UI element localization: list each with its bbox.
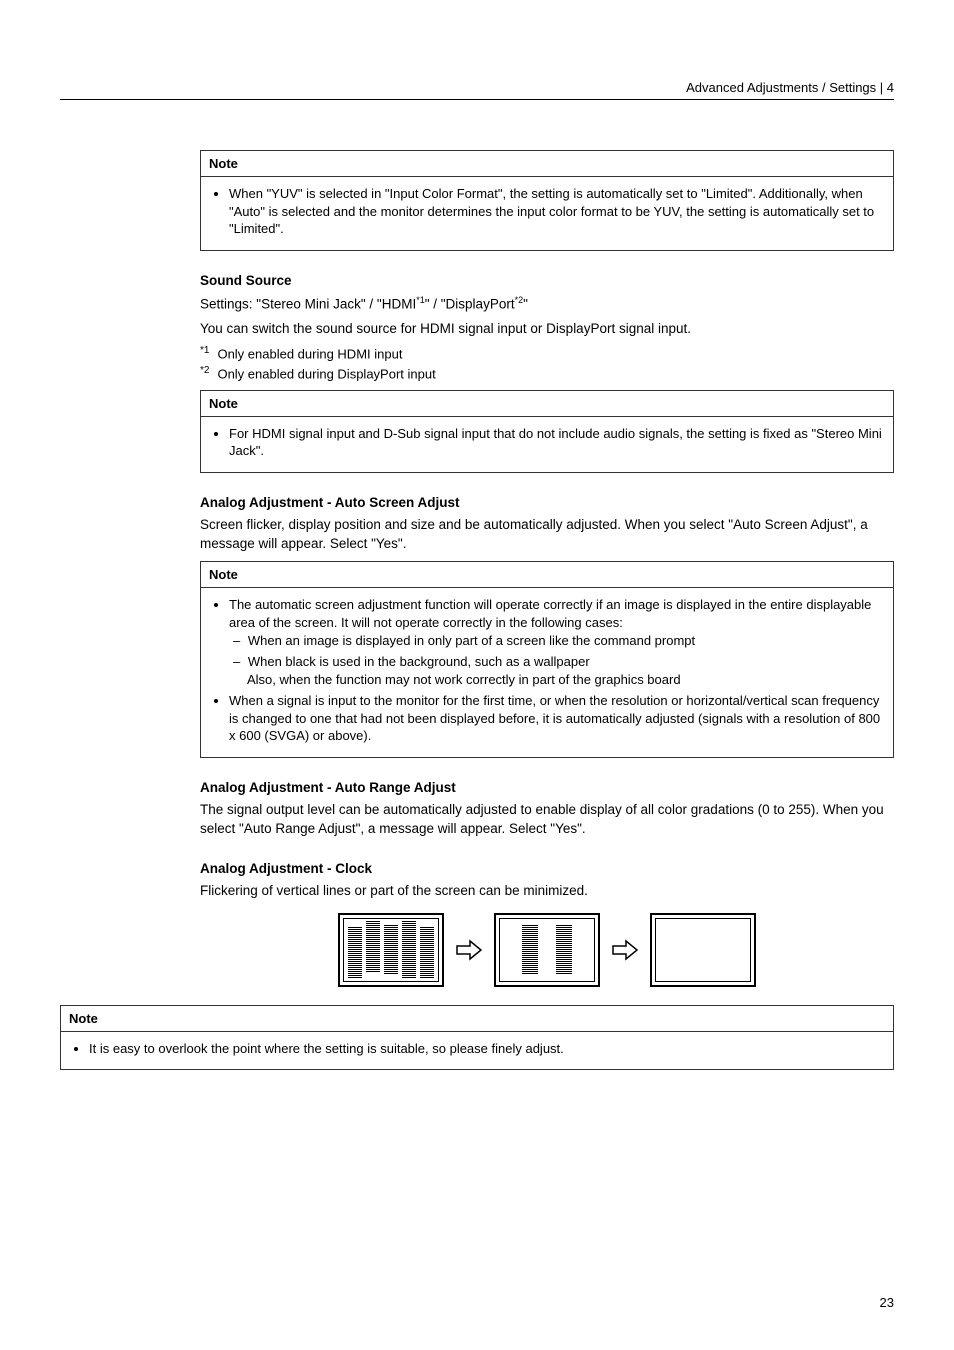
note-item: It is easy to overlook the point where t… (89, 1040, 883, 1058)
sup2: *2 (515, 295, 524, 305)
section-title-sound: Sound Source (200, 273, 894, 288)
settings-end: " (523, 296, 528, 311)
autorange-desc: The signal output level can be automatic… (200, 801, 894, 839)
fn1-sup: *1 (200, 345, 209, 356)
note3-item1-text: The automatic screen adjustment function… (229, 597, 871, 630)
page-header: Advanced Adjustments / Settings | 4 (60, 80, 894, 100)
note-subitem: When an image is displayed in only part … (247, 632, 883, 650)
section-title-clock: Analog Adjustment - Clock (200, 861, 894, 876)
sup1: *1 (416, 295, 425, 305)
note-item: For HDMI signal input and D-Sub signal i… (229, 425, 883, 460)
note-box-autoscreen: Note The automatic screen adjustment fun… (200, 561, 894, 757)
note-title: Note (201, 562, 893, 588)
clock-diagram (200, 913, 894, 987)
sound-desc: You can switch the sound source for HDMI… (200, 320, 894, 339)
sound-settings-line: Settings: "Stereo Mini Jack" / "HDMI*1" … (200, 294, 894, 314)
clock-screen-3 (650, 913, 756, 987)
note-box-clock: Note It is easy to overlook the point wh… (60, 1005, 894, 1071)
autoscreen-desc: Screen flicker, display position and siz… (200, 516, 894, 554)
note-box-hdmi-dsub: Note For HDMI signal input and D-Sub sig… (200, 390, 894, 473)
clock-screen-1 (338, 913, 444, 987)
footnote-2: *2 Only enabled during DisplayPort input (200, 365, 894, 381)
arrow-right-icon (612, 939, 638, 961)
note3-sub2a: When black is used in the background, su… (248, 654, 590, 669)
fn2-sup: *2 (200, 365, 209, 376)
section-title-autorange: Analog Adjustment - Auto Range Adjust (200, 780, 894, 795)
note-title: Note (201, 151, 893, 177)
settings-mid: " / "DisplayPort (425, 296, 515, 311)
section-title-autoscreen: Analog Adjustment - Auto Screen Adjust (200, 495, 894, 510)
note-subitem: When black is used in the background, su… (247, 653, 883, 688)
note-box-yuv: Note When "YUV" is selected in "Input Co… (200, 150, 894, 251)
page-number: 23 (880, 1295, 894, 1310)
fn2-text: Only enabled during DisplayPort input (217, 367, 435, 382)
note-item: When a signal is input to the monitor fo… (229, 692, 883, 745)
arrow-right-icon (456, 939, 482, 961)
note3-sub2b: Also, when the function may not work cor… (247, 672, 681, 687)
note-item: The automatic screen adjustment function… (229, 596, 883, 688)
footnote-1: *1 Only enabled during HDMI input (200, 345, 894, 361)
fn1-text: Only enabled during HDMI input (217, 346, 402, 361)
settings-prefix: Settings: "Stereo Mini Jack" / "HDMI (200, 296, 416, 311)
clock-screen-2 (494, 913, 600, 987)
note-item: When "YUV" is selected in "Input Color F… (229, 185, 883, 238)
clock-desc: Flickering of vertical lines or part of … (200, 882, 894, 901)
note-title: Note (61, 1006, 893, 1032)
note-title: Note (201, 391, 893, 417)
